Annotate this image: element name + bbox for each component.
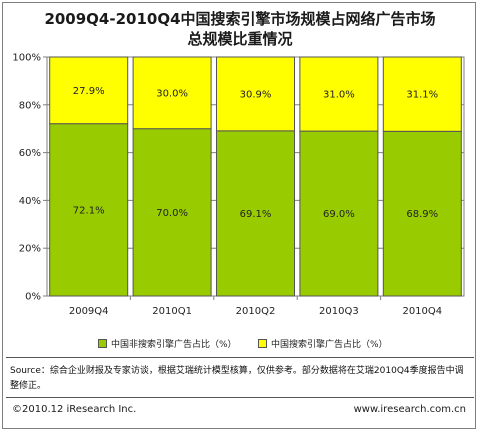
bar-segment-non-search (216, 130, 295, 297)
source-note: Source：综合企业财报及专家访谈，根据艾瑞统计模型核算，仅供参考。部分数据将… (10, 366, 464, 391)
data-label: 31.1% (406, 90, 438, 101)
bar-segment-non-search (132, 128, 212, 297)
data-label: 27.9% (73, 86, 105, 97)
website-link[interactable]: www.iresearch.com.cn (353, 404, 466, 415)
bar-segment-search (132, 56, 212, 130)
copyright-text: ©2010.12 iResearch Inc. (12, 404, 137, 415)
legend-item-search: 中国搜索引擎广告占比（%） (258, 337, 388, 350)
bar-segment-non-search (299, 130, 379, 297)
x-tick-label: 2010Q2 (236, 306, 276, 317)
x-tick-label: 2010Q4 (402, 306, 442, 317)
x-tick-label: 2010Q3 (319, 306, 359, 317)
y-tick-label: 80% (19, 100, 41, 111)
legend-item-non-search: 中国非搜索引擎广告占比（%） (98, 337, 237, 350)
data-label: 68.9% (406, 209, 438, 220)
data-label: 30.9% (240, 89, 272, 100)
data-label: 70.0% (156, 208, 188, 219)
y-tick-label: 20% (19, 244, 41, 255)
legend-swatch-yellow (258, 339, 267, 348)
data-label: 69.1% (240, 209, 272, 220)
x-tick-label: 2009Q4 (69, 306, 109, 317)
y-tick-label: 40% (19, 196, 41, 207)
data-label: 30.0% (156, 88, 188, 99)
legend-label-search: 中国搜索引擎广告占比（%） (271, 340, 388, 350)
bar-segment-search (49, 56, 129, 125)
legend-label-non-search: 中国非搜索引擎广告占比（%） (111, 340, 237, 350)
x-tick-label: 2010Q1 (152, 306, 192, 317)
bar-segment-search (382, 56, 462, 132)
data-label: 69.0% (323, 209, 355, 220)
data-label: 72.1% (73, 205, 105, 216)
chart-title-line2: 总规模比重情况 (187, 30, 293, 48)
y-tick-label: 100% (12, 53, 41, 64)
legend-swatch-green (98, 339, 107, 348)
separator-line (6, 357, 474, 358)
y-tick-label: 60% (19, 148, 41, 159)
bar-segment-search (216, 56, 295, 132)
data-label: 31.0% (323, 90, 355, 101)
separator-line-bottom (6, 397, 474, 398)
y-tick-label: 0% (25, 292, 41, 303)
bar-segment-non-search (49, 123, 129, 297)
chart-title-line1: 2009Q4-2010Q4中国搜索引擎市场规模占网络广告市场 (44, 10, 436, 28)
chart-legend: 中国非搜索引擎广告占比（%） 中国搜索引擎广告占比（%） (0, 337, 480, 353)
bar-segment-non-search (382, 130, 462, 297)
bar-segment-search (299, 56, 379, 132)
